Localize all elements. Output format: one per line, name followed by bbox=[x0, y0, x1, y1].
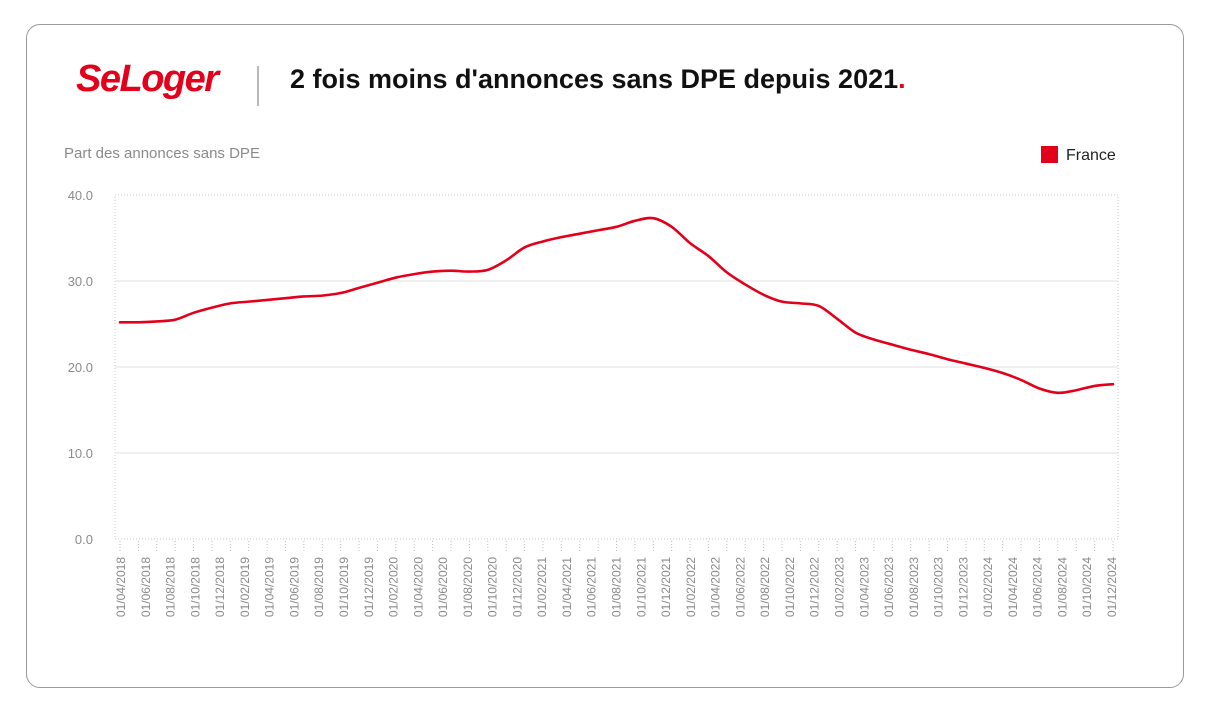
x-tick-label: 01/02/2020 bbox=[387, 557, 401, 617]
x-tick-label: 01/12/2024 bbox=[1105, 557, 1119, 617]
x-tick-label: 01/12/2019 bbox=[362, 557, 376, 617]
title-dot: . bbox=[898, 64, 906, 94]
x-tick-label: 01/06/2022 bbox=[733, 557, 747, 617]
x-tick-label: 01/04/2018 bbox=[114, 557, 128, 617]
x-tick-label: 01/10/2022 bbox=[783, 557, 797, 617]
x-tick-label: 01/08/2023 bbox=[907, 557, 921, 617]
x-tick-label: 01/04/2024 bbox=[1006, 557, 1020, 617]
x-tick-label: 01/06/2021 bbox=[585, 557, 599, 617]
x-tick-label: 01/10/2019 bbox=[337, 557, 351, 617]
y-tick-label: 40.0 bbox=[68, 188, 93, 203]
x-tick-label: 01/02/2023 bbox=[832, 557, 846, 617]
seloger-logo: SeLoger bbox=[76, 58, 219, 100]
chart-card bbox=[26, 24, 1184, 688]
series-line-france bbox=[118, 216, 1115, 395]
y-axis-label: Part des annonces sans DPE bbox=[64, 145, 260, 162]
title-text: 2 fois moins d'annonces sans DPE depuis … bbox=[290, 64, 899, 94]
x-tick-label: 01/04/2023 bbox=[857, 557, 871, 617]
x-tick-label: 01/12/2022 bbox=[808, 557, 822, 617]
legend-swatch-france bbox=[1041, 146, 1058, 163]
x-tick-label: 01/10/2021 bbox=[634, 557, 648, 617]
x-tick-label: 01/06/2020 bbox=[436, 557, 450, 617]
x-tick-label: 01/02/2024 bbox=[981, 557, 995, 617]
x-tick-label: 01/10/2020 bbox=[486, 557, 500, 617]
y-tick-label: 30.0 bbox=[68, 274, 93, 289]
x-tick-label: 01/08/2024 bbox=[1055, 557, 1069, 617]
y-tick-label: 20.0 bbox=[68, 360, 93, 375]
x-tick-label: 01/10/2024 bbox=[1080, 557, 1094, 617]
x-tick-label: 01/12/2018 bbox=[213, 557, 227, 617]
legend-label-france: France bbox=[1066, 147, 1116, 164]
x-tick-label: 01/02/2019 bbox=[238, 557, 252, 617]
x-tick-label: 01/06/2018 bbox=[139, 557, 153, 617]
x-tick-label: 01/08/2021 bbox=[610, 557, 624, 617]
x-tick-label: 01/06/2024 bbox=[1031, 557, 1045, 617]
x-tick-label: 01/08/2018 bbox=[164, 557, 178, 617]
x-tick-label: 01/06/2019 bbox=[287, 557, 301, 617]
x-tick-label: 01/08/2020 bbox=[461, 557, 475, 617]
x-tick-label: 01/10/2018 bbox=[188, 557, 202, 617]
plot-frame bbox=[114, 194, 1119, 540]
x-tick-label: 01/02/2022 bbox=[684, 557, 698, 617]
x-tick-label: 01/04/2022 bbox=[709, 557, 723, 617]
header-divider bbox=[257, 66, 259, 106]
x-tick-label: 01/12/2021 bbox=[659, 557, 673, 617]
y-tick-label: 10.0 bbox=[68, 446, 93, 461]
x-tick-label: 01/12/2023 bbox=[956, 557, 970, 617]
x-tick-label: 01/04/2019 bbox=[263, 557, 277, 617]
x-tick-label: 01/06/2023 bbox=[882, 557, 896, 617]
x-tick-label: 01/04/2021 bbox=[560, 557, 574, 617]
x-tick-label: 01/04/2020 bbox=[411, 557, 425, 617]
x-tick-label: 01/08/2022 bbox=[758, 557, 772, 617]
x-tick-label: 01/12/2020 bbox=[510, 557, 524, 617]
x-tick-label: 01/10/2023 bbox=[932, 557, 946, 617]
x-tick-label: 01/08/2019 bbox=[312, 557, 326, 617]
page-title: 2 fois moins d'annonces sans DPE depuis … bbox=[290, 64, 906, 95]
x-tick-label: 01/02/2021 bbox=[535, 557, 549, 617]
y-tick-label: 0.0 bbox=[75, 532, 93, 547]
